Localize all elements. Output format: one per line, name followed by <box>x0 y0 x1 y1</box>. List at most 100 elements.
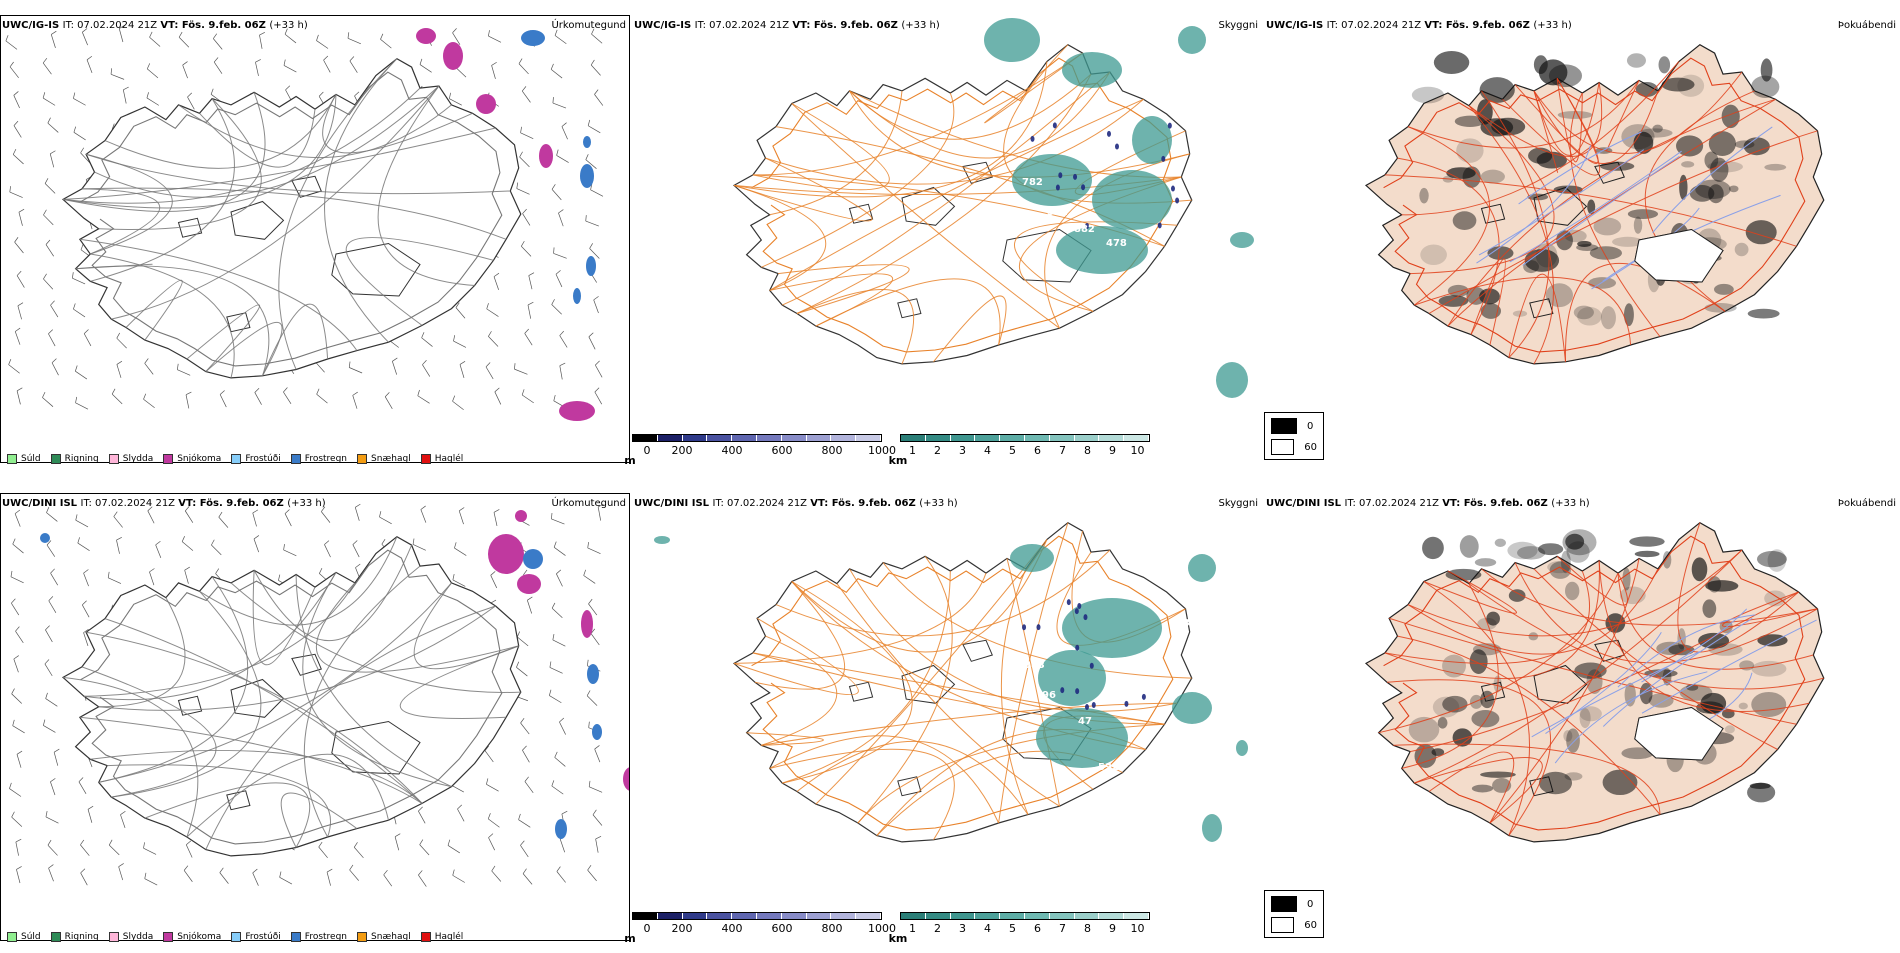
fog-indicator-high <box>1471 710 1499 727</box>
colorbar-tick-label: 600 <box>772 444 793 457</box>
wind-barb <box>42 392 53 407</box>
very-low-visibility-cell <box>1053 122 1057 128</box>
colorbar-m-swatches <box>632 912 882 920</box>
wind-barb <box>418 870 426 886</box>
very-low-visibility-cell <box>1115 144 1119 150</box>
wind-barb <box>353 541 359 558</box>
wind-barb <box>551 513 564 524</box>
wind-barb <box>49 865 54 882</box>
wind-barb <box>18 303 23 320</box>
colorbar-tick-label: 10 <box>1131 444 1145 457</box>
colorbar-tick-label: 2 <box>934 444 941 457</box>
legend-swatch <box>357 454 367 464</box>
wind-barb <box>549 690 561 703</box>
wind-barb <box>76 397 88 409</box>
panel-header: UWC/IG-IS IT: 07.02.2024 21Z VT: Fös. 9.… <box>634 20 1260 34</box>
fog-indicator-high <box>1629 536 1664 546</box>
fog-indicator-high <box>1420 245 1447 265</box>
colorbar-swatch <box>1124 913 1149 919</box>
colorbar-tick-label: 8 <box>1084 444 1091 457</box>
fog-map <box>1264 0 1900 430</box>
wind-barb <box>418 807 425 823</box>
precip-legend-item: Frostúði <box>231 454 280 464</box>
wind-barb <box>15 328 20 345</box>
colorbar-swatch <box>926 913 951 919</box>
colorbar-tick-label: 0 <box>644 922 651 935</box>
wind-barb <box>150 32 161 47</box>
wind-barb <box>45 660 52 676</box>
iceland-coastline <box>63 537 521 856</box>
wind-barb <box>74 127 86 140</box>
precip-legend-item: Snjókoma <box>163 932 221 942</box>
fog-indicator-high <box>1529 632 1539 640</box>
wind-barb <box>550 662 563 674</box>
lead-time: (+33 h) <box>269 20 307 31</box>
very-low-visibility-cell <box>1031 136 1035 142</box>
panel-title: Skyggni <box>1218 20 1258 31</box>
very-low-visibility-cell <box>1067 599 1071 605</box>
colorbar-tick-label: 600 <box>772 922 793 935</box>
wind-barb <box>73 303 85 316</box>
colorbar-swatch <box>807 435 832 441</box>
colorbar-swatch <box>856 913 881 919</box>
wind-barb <box>418 390 430 403</box>
fog-indicator-high <box>1628 209 1658 219</box>
wind-barb <box>453 396 464 410</box>
colorbar-swatch <box>1000 913 1025 919</box>
fog-indicator-high <box>1480 771 1516 777</box>
legend-label: Haglél <box>435 454 464 464</box>
wind-barb <box>15 510 20 527</box>
wind-barb <box>46 811 59 823</box>
wind-barb <box>255 59 260 75</box>
wind-barb <box>395 834 400 851</box>
very-low-visibility-cell <box>1058 172 1062 178</box>
colorbar-swatch <box>782 435 807 441</box>
fog-legend-row: 0 <box>1271 418 1317 434</box>
wind-barb <box>11 571 24 583</box>
panel-header: UWC/DINI ISL IT: 07.02.2024 21Z VT: Fös.… <box>1266 498 1898 512</box>
wind-barb <box>156 541 161 558</box>
fog-indicator-high <box>1507 542 1537 559</box>
fog-legend: 0 60 <box>1264 890 1324 938</box>
colorbar-tick-label: 6 <box>1034 444 1041 457</box>
colorbar-swatch <box>683 435 708 441</box>
precip-legend-item: Haglél <box>421 454 464 464</box>
wind-barb <box>553 97 566 108</box>
wind-barb <box>588 542 601 554</box>
wind-barb <box>456 303 465 319</box>
colorbar-tick-label: 7 <box>1059 922 1066 935</box>
panel-title: Úrkomutegund <box>551 498 626 509</box>
wind-barb <box>82 601 89 617</box>
visibility-value-label: 383 <box>1169 618 1190 629</box>
wind-barb <box>186 841 192 858</box>
fog-indicator-high <box>1472 785 1493 793</box>
fog-legend-row: 60 <box>1271 439 1317 455</box>
wind-barb <box>495 388 501 405</box>
colorbar-tick-label: 200 <box>672 444 693 457</box>
fog-indicator-high <box>1692 557 1708 581</box>
legend-label: Snæhagl <box>371 932 411 942</box>
colorbar-swatch <box>1075 913 1100 919</box>
fog-indicator-high <box>1486 612 1500 626</box>
legend-label: Frostregn <box>305 454 347 464</box>
wind-barb <box>112 389 122 404</box>
fog-indicator-high <box>1702 599 1716 618</box>
wind-barb <box>184 866 192 882</box>
colorbar-tick-label: 9 <box>1109 444 1116 457</box>
precip-legend-item: Frostúði <box>231 932 280 942</box>
very-low-visibility-cell <box>1075 645 1079 651</box>
wind-barb <box>78 537 90 550</box>
low-visibility-area <box>1062 52 1122 88</box>
valid-time: VT: Fös. 9.feb. 06Z <box>810 498 919 509</box>
legend-label: Rigning <box>65 932 99 942</box>
wind-barb <box>16 866 21 883</box>
precip-legend-item: Snjókoma <box>163 454 221 464</box>
colorbar-swatch <box>658 435 683 441</box>
wind-barb <box>213 34 222 50</box>
precip-legend-item: Rigning <box>51 454 99 464</box>
colorbar-swatch <box>901 435 926 441</box>
wind-barb <box>521 718 530 734</box>
wind-barb <box>46 240 54 256</box>
